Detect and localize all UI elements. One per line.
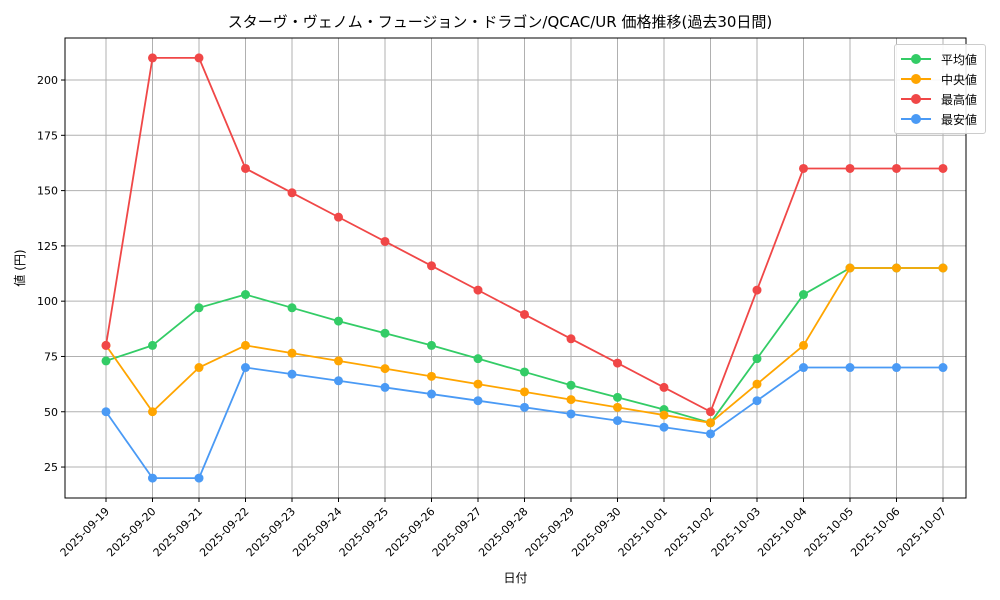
data-point-min xyxy=(101,407,111,417)
data-point-median xyxy=(148,407,157,417)
data-point-average xyxy=(427,340,436,350)
data-point-median xyxy=(566,395,576,405)
y-tick-label: 175 xyxy=(37,129,58,142)
data-point-min xyxy=(520,402,529,412)
data-point-average xyxy=(101,356,111,366)
y-axis-label: 値 (円) xyxy=(12,249,27,286)
data-point-median xyxy=(520,387,529,397)
data-point-median xyxy=(334,356,343,366)
data-point-average xyxy=(241,290,250,300)
x-axis-label: 日付 xyxy=(503,571,527,585)
data-point-median xyxy=(892,263,901,273)
data-point-median xyxy=(613,402,622,412)
data-point-median xyxy=(799,340,808,350)
data-point-median xyxy=(473,379,483,389)
data-point-median xyxy=(380,364,390,374)
data-point-median xyxy=(241,340,250,350)
data-point-average xyxy=(473,354,483,364)
chart-title: スターヴ・ヴェノム・フュージョン・ドラゴン/QCAC/UR 価格推移(過去30日… xyxy=(227,13,773,31)
data-point-min xyxy=(845,363,855,373)
data-point-max xyxy=(473,285,483,295)
data-point-min xyxy=(799,363,808,373)
data-point-median xyxy=(659,410,669,420)
legend-swatch-min xyxy=(900,113,931,125)
plot-frame xyxy=(64,37,967,499)
y-tick-label: 50 xyxy=(44,406,58,419)
data-point-max xyxy=(101,340,111,350)
legend-item-average: 平均値 xyxy=(900,49,977,69)
data-point-min xyxy=(659,422,669,432)
y-tick-label: 25 xyxy=(44,461,58,474)
data-point-average xyxy=(613,392,622,402)
legend-label-average: 平均値 xyxy=(940,52,977,67)
legend-label-min: 最安値 xyxy=(940,112,977,127)
y-tick-label: 75 xyxy=(44,350,58,363)
data-point-min xyxy=(427,389,436,399)
y-tick-label: 100 xyxy=(37,295,58,308)
data-point-min xyxy=(148,473,157,483)
data-point-average xyxy=(520,367,529,377)
data-point-median xyxy=(706,418,715,428)
legend-swatch-median xyxy=(900,73,931,85)
data-point-max xyxy=(659,382,669,392)
data-point-average xyxy=(148,340,157,350)
y-tick-label: 150 xyxy=(37,185,58,198)
data-point-median xyxy=(287,348,297,358)
series-min xyxy=(101,363,948,483)
legend-label-max: 最高値 xyxy=(940,92,977,107)
data-point-min xyxy=(613,416,622,426)
y-tick-label: 200 xyxy=(37,74,58,87)
legend-item-median: 中央値 xyxy=(900,69,977,89)
legend-label-median: 中央値 xyxy=(940,72,977,87)
data-point-min xyxy=(706,429,715,439)
data-point-min xyxy=(287,369,297,379)
data-point-max xyxy=(566,334,576,344)
data-point-max xyxy=(706,407,715,417)
data-point-median xyxy=(938,263,948,273)
data-point-average xyxy=(287,303,297,313)
data-point-min xyxy=(892,363,901,373)
data-point-median xyxy=(845,263,855,273)
data-point-min xyxy=(938,363,948,373)
data-point-median xyxy=(427,371,436,381)
data-point-min xyxy=(473,396,483,406)
data-point-min xyxy=(566,409,576,419)
data-point-average xyxy=(194,303,204,313)
data-point-max xyxy=(613,358,622,368)
series-max xyxy=(101,53,948,417)
data-point-average xyxy=(566,380,576,390)
data-point-max xyxy=(427,261,436,271)
data-point-max xyxy=(148,53,157,63)
data-point-max xyxy=(194,53,204,63)
data-point-max xyxy=(334,212,343,222)
data-point-median xyxy=(194,363,204,373)
data-point-min xyxy=(194,473,204,483)
data-point-min xyxy=(752,396,762,406)
data-point-max xyxy=(752,285,762,295)
data-point-average xyxy=(799,290,808,300)
data-point-max xyxy=(241,163,250,173)
y-tick-label: 125 xyxy=(37,240,58,253)
data-point-max xyxy=(799,163,808,173)
data-point-max xyxy=(287,188,297,198)
legend-item-min: 最安値 xyxy=(900,109,977,129)
legend-swatch-average xyxy=(900,53,931,65)
data-point-average xyxy=(380,328,390,338)
legend-item-max: 最高値 xyxy=(900,89,977,109)
data-point-max xyxy=(938,163,948,173)
data-point-max xyxy=(380,236,390,246)
data-point-max xyxy=(845,163,855,173)
legend-swatch-max xyxy=(900,93,931,105)
data-point-max xyxy=(892,163,901,173)
data-point-min xyxy=(334,376,343,386)
data-point-average xyxy=(752,354,762,364)
data-point-median xyxy=(752,379,762,389)
data-point-max xyxy=(520,309,529,319)
data-point-average xyxy=(334,316,343,326)
data-point-min xyxy=(380,382,390,392)
data-point-min xyxy=(241,363,250,373)
x-tick-label: 2025-10-07 xyxy=(895,505,949,559)
legend: 平均値 中央値 最高値 最安値 xyxy=(893,44,986,134)
